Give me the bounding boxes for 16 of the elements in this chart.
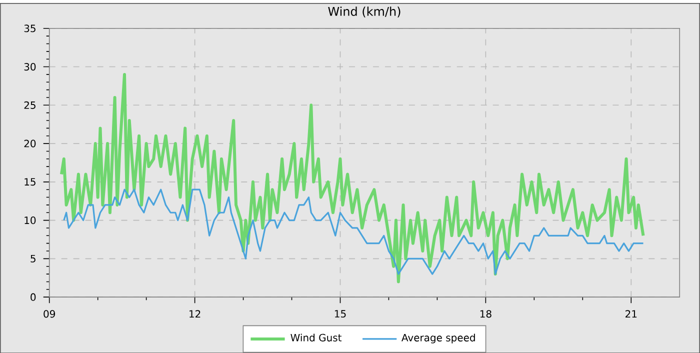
legend-label: Wind Gust	[290, 334, 342, 342]
x-tick-label: 15	[334, 310, 346, 318]
x-tick-label: 09	[44, 310, 56, 318]
x-tick-label: 18	[480, 310, 492, 318]
legend-label: Average speed	[401, 334, 475, 344]
y-tick-label: 10	[24, 216, 36, 224]
y-tick-label: 25	[24, 101, 36, 109]
y-tick-label: 15	[24, 178, 36, 186]
y-tick-label: 35	[24, 24, 36, 32]
y-tick-label: 0	[30, 293, 36, 301]
y-tick-label: 20	[24, 140, 36, 148]
x-tick-label: 12	[190, 310, 200, 318]
y-tick-label: 5	[30, 254, 36, 262]
x-tick-label: 21	[626, 310, 637, 318]
y-tick-label: 30	[24, 62, 36, 70]
chart-title: Wind (km/h)	[328, 6, 400, 18]
